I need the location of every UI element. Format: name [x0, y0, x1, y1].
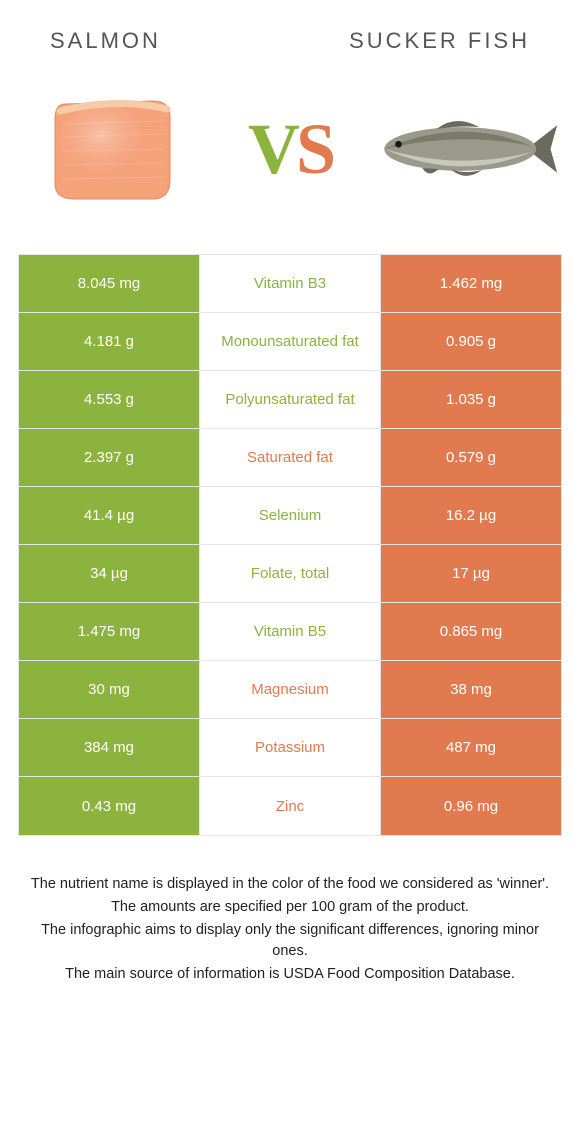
right-value: 0.579 g [381, 429, 561, 486]
right-value: 38 mg [381, 661, 561, 718]
left-value: 30 mg [19, 661, 200, 718]
nutrient-label: Folate, total [200, 545, 381, 602]
nutrient-label: Vitamin B5 [200, 603, 381, 660]
left-value: 4.181 g [19, 313, 200, 370]
right-value: 0.905 g [381, 313, 561, 370]
footnote-line: The nutrient name is displayed in the co… [24, 874, 556, 895]
nutrient-label: Potassium [200, 719, 381, 776]
table-row: 34 µgFolate, total17 µg [19, 545, 561, 603]
table-row: 1.475 mgVitamin B50.865 mg [19, 603, 561, 661]
table-row: 384 mgPotassium487 mg [19, 719, 561, 777]
left-value: 8.045 mg [19, 255, 200, 312]
nutrient-label: Polyunsaturated fat [200, 371, 381, 428]
table-row: 41.4 µgSelenium16.2 µg [19, 487, 561, 545]
table-row: 4.553 gPolyunsaturated fat1.035 g [19, 371, 561, 429]
right-value: 1.462 mg [381, 255, 561, 312]
right-value: 487 mg [381, 719, 561, 776]
footnote-line: The amounts are specified per 100 gram o… [24, 897, 556, 918]
right-value: 17 µg [381, 545, 561, 602]
header: Salmon Sucker fish [0, 0, 580, 64]
hero-row: VS [0, 64, 580, 254]
left-value: 1.475 mg [19, 603, 200, 660]
footnotes: The nutrient name is displayed in the co… [0, 836, 580, 985]
left-value: 34 µg [19, 545, 200, 602]
left-value: 4.553 g [19, 371, 200, 428]
table-row: 4.181 gMonounsaturated fat0.905 g [19, 313, 561, 371]
nutrient-label: Vitamin B3 [200, 255, 381, 312]
fish-icon [370, 104, 560, 194]
comparison-table: 8.045 mgVitamin B31.462 mg4.181 gMonouns… [18, 254, 562, 836]
table-row: 8.045 mgVitamin B31.462 mg [19, 255, 561, 313]
nutrient-label: Selenium [200, 487, 381, 544]
salmon-image [20, 79, 210, 219]
right-value: 16.2 µg [381, 487, 561, 544]
sucker-fish-image [370, 79, 560, 219]
nutrient-label: Monounsaturated fat [200, 313, 381, 370]
nutrient-label: Zinc [200, 777, 381, 835]
table-row: 0.43 mgZinc0.96 mg [19, 777, 561, 835]
footnote-line: The main source of information is USDA F… [24, 964, 556, 985]
left-food-title: Salmon [50, 28, 161, 54]
salmon-icon [45, 89, 185, 209]
footnote-line: The infographic aims to display only the… [24, 920, 556, 962]
nutrient-label: Saturated fat [200, 429, 381, 486]
left-value: 384 mg [19, 719, 200, 776]
right-value: 0.865 mg [381, 603, 561, 660]
vs-label: VS [248, 108, 332, 191]
left-value: 0.43 mg [19, 777, 200, 835]
left-value: 41.4 µg [19, 487, 200, 544]
table-row: 30 mgMagnesium38 mg [19, 661, 561, 719]
nutrient-label: Magnesium [200, 661, 381, 718]
vs-s: S [296, 108, 332, 191]
right-food-title: Sucker fish [349, 28, 530, 54]
left-value: 2.397 g [19, 429, 200, 486]
vs-v: V [248, 108, 296, 191]
table-row: 2.397 gSaturated fat0.579 g [19, 429, 561, 487]
right-value: 0.96 mg [381, 777, 561, 835]
right-value: 1.035 g [381, 371, 561, 428]
